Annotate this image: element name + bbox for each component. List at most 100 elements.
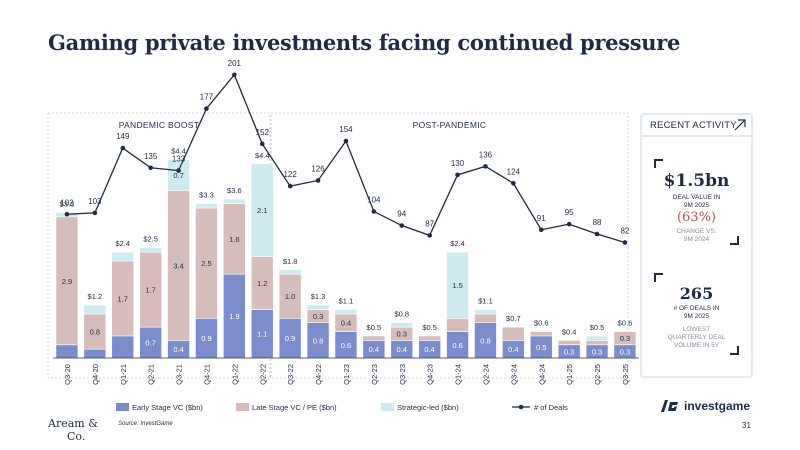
kpi-change-value: (63%) [676, 210, 717, 225]
bar-total-label: $0.8 [394, 310, 409, 319]
x-tick-label: Q4-22 [314, 364, 323, 385]
bar-segment-label: 0.6 [341, 341, 351, 350]
x-tick-label: Q1-22 [230, 364, 239, 385]
bar-segment-early [83, 348, 107, 359]
bar-total-label: $3.3 [199, 191, 214, 200]
bar-segment-strategic [474, 309, 497, 315]
kpi-deal-value: $1.5bn [663, 171, 730, 191]
kpi-deal-value-label: DEAL VALUE IN [672, 194, 721, 201]
deals-label: 126 [311, 164, 325, 173]
deals-point [483, 164, 488, 169]
deals-point [566, 221, 572, 227]
bar-segment-late [362, 335, 386, 341]
bar-segment-label: 1.0 [285, 292, 295, 301]
x-tick-label: Q3-20 [63, 364, 72, 385]
deals-point [287, 183, 293, 189]
bar-segment-label: 0.3 [592, 347, 602, 356]
bar-segment-label: 0.7 [145, 339, 155, 348]
deals-point [427, 233, 432, 238]
bar-total-label: $0.6 [618, 319, 633, 328]
bar-segment-label: 0.3 [620, 347, 630, 356]
source-note: Source: InvestGame [118, 421, 173, 427]
deals-label: 91 [537, 214, 546, 223]
bar-segment-strategic [334, 309, 358, 315]
bar-total-label: $2.4 [450, 239, 465, 248]
bar-segment-label: 0.5 [536, 343, 546, 352]
region-box [270, 112, 629, 379]
bar-segment-late [502, 326, 525, 341]
x-tick-label: Q1-25 [565, 364, 574, 385]
deals-point [594, 231, 600, 237]
deals-point [64, 211, 70, 217]
bar-segment-early [55, 344, 79, 359]
x-tick-label: Q2-22 [258, 364, 267, 385]
x-tick-label: Q2-24 [481, 364, 490, 385]
deals-label: 94 [397, 210, 406, 219]
deals-point [511, 180, 516, 186]
deals-point [455, 172, 460, 178]
recent-activity-header: RECENT ACTIVITY [642, 115, 751, 137]
kpi-change-note: 9M 2024 [683, 236, 710, 243]
deals-label: 88 [593, 218, 602, 227]
x-tick-label: Q4-21 [202, 364, 211, 385]
bar-segment-label: 0.8 [480, 336, 490, 345]
bar-segment-label: 2.1 [257, 206, 267, 215]
recent-activity-panel: RECENT ACTIVITY $1.5bn DEAL VALUE IN 9M … [640, 113, 753, 378]
corner-bracket-icon [730, 236, 739, 245]
x-tick-label: Q4-20 [91, 364, 100, 385]
bar-segment-strategic [250, 163, 274, 257]
bar-total-label: $0.4 [562, 327, 577, 336]
bar-segment-label: 0.9 [201, 334, 211, 343]
x-tick-label: Q2-21 [147, 364, 156, 385]
bar-segment-late [474, 313, 497, 324]
kpi-deal-count-label: # OF DEALS IN [673, 305, 720, 312]
bar-segment-late [529, 331, 553, 337]
x-tick-label: Q3-24 [509, 364, 518, 385]
bar-segment-late [557, 340, 581, 346]
bar-total-label: $1.2 [88, 292, 103, 301]
legend-label: # of Deals [534, 403, 568, 412]
bar-segment-label: 1.1 [257, 330, 267, 339]
bar-total-label: $0.5 [367, 323, 382, 332]
x-tick-label: Q3-21 [175, 364, 184, 385]
x-tick-label: Q3-23 [398, 364, 407, 385]
deals-label: 177 [200, 93, 214, 102]
investgame-logo-icon [661, 400, 678, 412]
legend-swatch [236, 403, 249, 411]
bar-total-label: $0.5 [590, 323, 605, 332]
bar-total-label: $0.7 [506, 314, 521, 323]
bar-segment-label: 0.4 [397, 345, 407, 354]
bar-segment-label: 1.9 [229, 312, 239, 321]
bar-total-label: $1.1 [339, 296, 354, 305]
bar-segment-late [418, 335, 441, 341]
bar-total-label: $0.6 [534, 319, 549, 328]
deals-point [120, 145, 126, 151]
aream-logo-text: Co. [67, 430, 86, 443]
x-tick-label: Q2-23 [370, 364, 379, 385]
deals-label: 103 [88, 197, 102, 206]
deals-label: 122 [283, 170, 297, 179]
bar-total-label: $0.5 [422, 323, 437, 332]
legend-label: Early Stage VC ($bn) [132, 403, 203, 412]
bar-total-label: $3.6 [227, 186, 242, 195]
x-tick-label: Q4-23 [426, 364, 435, 385]
bar-segment-label: 0.6 [452, 341, 462, 350]
region-label: PANDEMIC BOOST [119, 120, 200, 130]
aream-logo-text: Aream & [48, 417, 98, 430]
bar-segment-late [585, 340, 609, 346]
x-tick-label: Q1-24 [454, 364, 463, 385]
legend-swatch [116, 403, 129, 411]
bar-segment-strategic [278, 269, 302, 275]
bar-segment-label: 2.9 [62, 277, 72, 286]
bar-segment-label: 1.7 [118, 294, 128, 303]
deals-label: 130 [451, 159, 465, 168]
deals-label: 135 [144, 152, 158, 161]
corner-bracket-icon [654, 159, 663, 168]
deals-label: 201 [228, 59, 242, 68]
deals-point [92, 210, 98, 216]
kpi-deal-count-label: 9M 2025 [683, 313, 710, 320]
x-tick-label: Q1-21 [119, 364, 128, 385]
kpi-change-note: CHANGE VS. [676, 228, 717, 235]
arrow-up-right-icon [734, 119, 746, 131]
